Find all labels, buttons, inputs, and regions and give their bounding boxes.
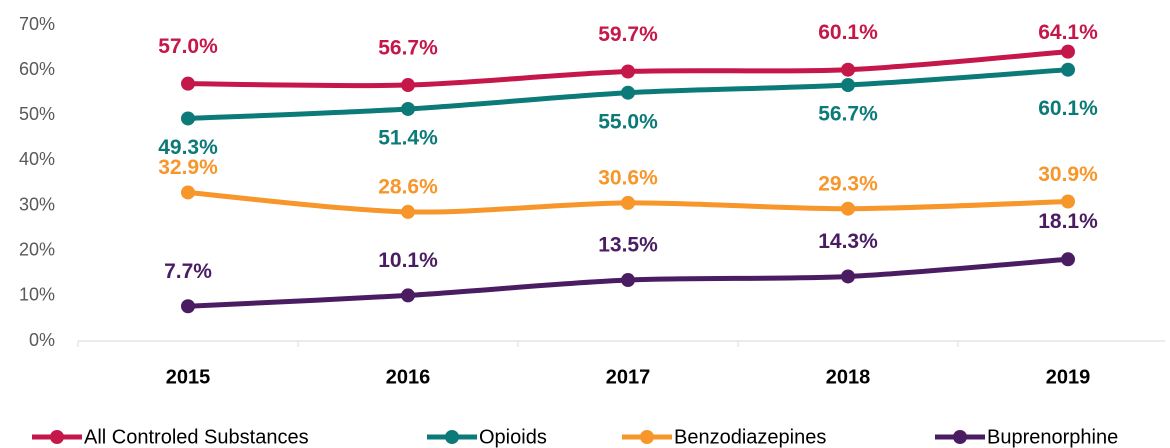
data-label: 10.1% [378,249,438,272]
legend-marker [953,430,967,444]
legend-marker [50,430,64,444]
x-tick-label: 2019 [1046,366,1091,388]
data-point [1061,62,1075,77]
legend-label: Benzodiazepines [674,426,826,448]
y-tick-label: 40% [19,149,55,169]
data-label: 30.9% [1038,163,1098,186]
y-tick-label: 50% [19,104,55,124]
data-point [841,78,855,93]
y-tick-label: 70% [19,14,55,34]
legend-label: All Controled Substances [84,426,309,448]
data-point [181,185,195,200]
y-tick-label: 20% [19,239,55,259]
data-label: 56.7% [378,37,438,60]
data-label: 51.4% [378,127,438,150]
data-point [401,78,415,93]
data-point [621,85,635,100]
data-label: 59.7% [598,23,658,46]
data-point [181,111,195,126]
data-point [401,288,415,303]
legend-marker [640,430,654,444]
y-tick-label: 0% [29,330,55,350]
data-label: 49.3% [158,136,218,159]
data-point [181,76,195,91]
data-point [841,201,855,216]
data-label: 60.1% [818,21,878,44]
x-tick-label: 2016 [386,366,431,388]
legend-label: Buprenorphine [987,426,1118,448]
data-label: 13.5% [598,234,658,257]
data-point [621,64,635,79]
data-point [401,101,415,116]
legend-label: Opioids [479,426,547,448]
x-tick-label: 2018 [826,366,871,388]
data-point [841,62,855,77]
data-label: 18.1% [1038,210,1098,233]
data-label: 28.6% [378,175,438,198]
data-point [1061,44,1075,59]
data-label: 55.0% [598,110,658,133]
data-label: 60.1% [1038,97,1098,120]
data-point [841,269,855,284]
data-label: 14.3% [818,230,878,253]
data-label: 30.6% [598,166,658,189]
data-label: 32.9% [158,156,218,179]
y-tick-label: 10% [19,285,55,305]
data-point [181,299,195,314]
data-label: 7.7% [164,260,212,283]
x-tick-label: 2015 [166,366,211,388]
data-label: 57.0% [158,35,218,58]
data-label: 29.3% [818,172,878,195]
data-point [401,204,415,219]
data-point [1061,194,1075,209]
data-point [621,273,635,288]
data-label: 56.7% [818,103,878,126]
y-tick-label: 60% [19,59,55,79]
data-point [1061,252,1075,267]
legend-marker [445,430,459,444]
x-tick-label: 2017 [606,366,651,388]
data-point [621,195,635,210]
data-label: 64.1% [1038,21,1098,44]
y-tick-label: 30% [19,194,55,214]
